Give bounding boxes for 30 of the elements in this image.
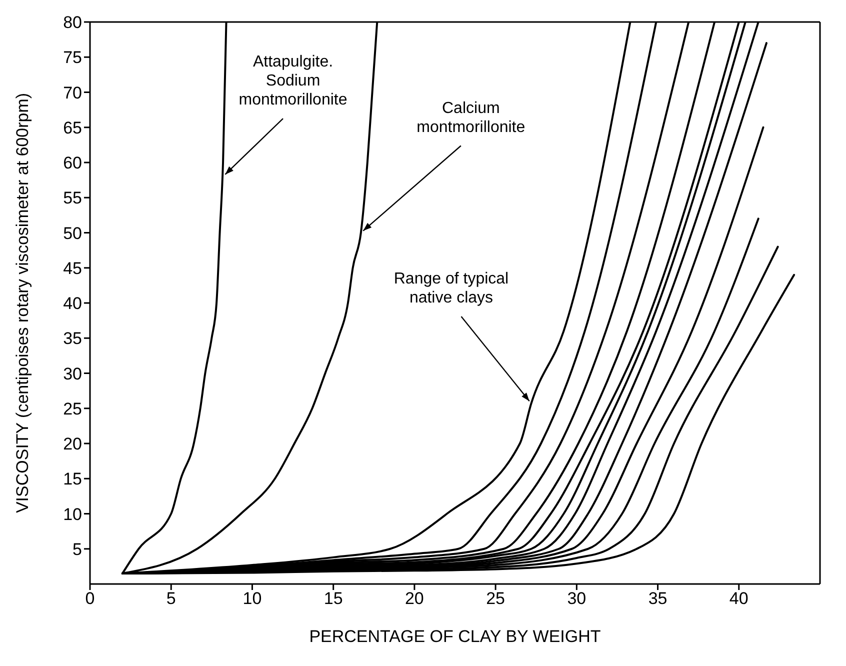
y-tick-label: 70 (63, 83, 82, 102)
y-tick-label: 45 (63, 258, 82, 278)
y-tick-label: 55 (63, 188, 82, 208)
y-tick-label: 15 (63, 470, 82, 489)
y-tick-label: 40 (63, 294, 82, 314)
y-tick-label: 75 (63, 48, 82, 68)
annotation: Attapulgite. Sodium montmorillonite (238, 54, 348, 109)
x-tick-label: 15 (324, 589, 343, 608)
y-tick-label: 5 (72, 540, 82, 559)
y-tick-label: 10 (63, 504, 82, 524)
x-tick-label: 40 (729, 589, 748, 608)
y-tick-label: 60 (63, 154, 82, 173)
y-tick-label: 20 (63, 434, 82, 454)
x-tick-label: 25 (486, 589, 506, 608)
y-tick-label: 25 (63, 399, 82, 418)
x-tick-label: 10 (242, 589, 262, 608)
x-tick-label: 30 (567, 589, 586, 608)
x-tick-label: 5 (166, 589, 176, 608)
y-tick-label: 50 (63, 224, 82, 243)
annotation: Calcium montmorillonite (416, 100, 526, 136)
y-tick-label: 65 (63, 118, 82, 138)
annotation: Range of typical native clays (394, 270, 509, 306)
y-tick-label: 35 (63, 329, 82, 348)
x-tick-label: 20 (404, 589, 424, 608)
x-tick-label: 35 (648, 589, 668, 608)
x-tick-label: 0 (85, 589, 95, 608)
y-tick-label: 80 (63, 13, 82, 32)
y-tick-label: 30 (63, 364, 82, 384)
x-axis-title: PERCENTAGE OF CLAY BY WEIGHT (309, 627, 601, 646)
y-axis-title: VISCOSITY (centipoises rotary viscosimeter at 600rpm) (13, 92, 32, 514)
